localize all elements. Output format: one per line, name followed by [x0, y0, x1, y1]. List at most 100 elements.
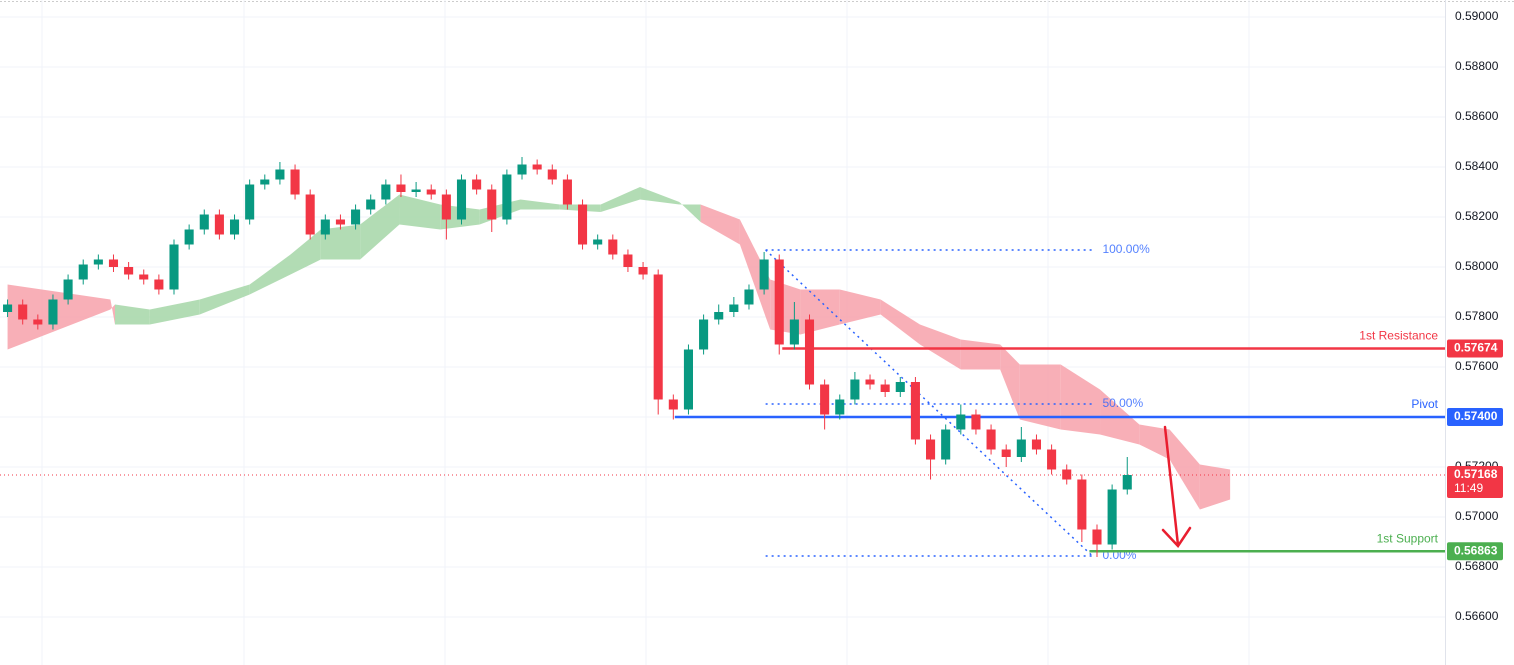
candle-body — [260, 179, 270, 185]
candle-body — [1001, 449, 1011, 457]
candle-body — [411, 189, 421, 192]
cloud-segment — [1199, 464, 1231, 510]
cloud-segment — [149, 299, 200, 325]
candle-body — [154, 279, 164, 290]
price-tag-label: 0.57400 — [1454, 409, 1498, 423]
candle-body — [1107, 489, 1117, 545]
candle-body — [78, 264, 88, 280]
y-tick-label: 0.57000 — [1455, 509, 1499, 523]
cloud-segment — [1139, 424, 1170, 460]
forecast-arrow — [1161, 425, 1192, 549]
fib-label: 50.00% — [1102, 396, 1143, 410]
cloud-segment — [919, 324, 961, 370]
price-tag-label: 0.57674 — [1454, 341, 1498, 355]
cloud-segment — [320, 224, 361, 260]
cloud-segment — [7, 284, 111, 350]
candle-body — [426, 189, 436, 195]
candle-body — [820, 384, 830, 415]
candle-body — [320, 219, 330, 235]
candle-body — [93, 259, 103, 265]
candle-body — [608, 239, 618, 255]
candle-body — [275, 169, 285, 180]
candle-body — [184, 229, 194, 245]
candle-body — [124, 267, 134, 275]
cloud-segment — [880, 299, 920, 345]
candle-body — [638, 267, 648, 275]
vertical-grid — [41, 0, 1250, 665]
candle-body — [472, 179, 482, 190]
candle-body — [351, 209, 361, 225]
y-tick-label: 0.57800 — [1455, 309, 1499, 323]
cloud-segment — [110, 299, 115, 325]
cloud-segment — [360, 194, 400, 260]
candle-body — [562, 179, 572, 205]
cloud-segment — [700, 204, 740, 245]
cloud-segment — [600, 187, 641, 212]
y-tick-label: 0.59000 — [1455, 9, 1499, 23]
level-name: Pivot — [1411, 397, 1438, 411]
cloud-segment — [679, 202, 701, 222]
candle-body — [1062, 469, 1072, 480]
y-tick-label: 0.58000 — [1455, 259, 1499, 273]
cloud-segment — [249, 254, 291, 295]
candle-body — [396, 184, 406, 192]
candle-body — [744, 289, 754, 305]
price-tag — [1447, 339, 1503, 358]
candle-body — [18, 304, 28, 320]
candle-body — [910, 382, 920, 440]
candle-body — [214, 214, 224, 235]
cloud-segment — [640, 187, 680, 205]
price-tag — [1447, 466, 1503, 498]
candle-body — [366, 199, 376, 210]
candle-body — [305, 194, 315, 235]
countdown-label: 11:49 — [1454, 481, 1483, 495]
candle-body — [926, 439, 936, 460]
candle-body — [381, 184, 391, 200]
fib-label: 100.00% — [1102, 242, 1150, 256]
candle-body — [880, 384, 890, 392]
price-tag — [1447, 542, 1503, 561]
y-tick-label: 0.58400 — [1455, 159, 1499, 173]
candle-body — [517, 164, 527, 175]
cloud-segment — [199, 284, 250, 315]
candle-body — [593, 239, 603, 245]
candle-body — [229, 219, 240, 235]
cloud-segment — [739, 219, 771, 330]
candle-body — [3, 304, 13, 312]
y-tick-label: 0.56800 — [1455, 559, 1499, 573]
y-tick-label: 0.58600 — [1455, 109, 1499, 123]
candle-body — [986, 429, 996, 450]
candle-body — [759, 259, 769, 290]
candle-body — [1047, 449, 1057, 470]
y-tick-label: 0.58800 — [1455, 59, 1499, 73]
candle-body — [1077, 479, 1087, 530]
candle-body — [683, 349, 693, 410]
candle-body — [335, 219, 345, 225]
cloud-segment — [1000, 344, 1020, 420]
y-tick-label: 0.57600 — [1455, 359, 1499, 373]
candle-body — [971, 414, 981, 430]
candle-body — [699, 319, 709, 350]
cloud-segment — [1019, 364, 1061, 430]
candle-body — [48, 299, 58, 325]
cloud-segment — [520, 199, 560, 210]
price-tag-label: 0.57168 — [1454, 467, 1498, 481]
candle-body — [33, 319, 43, 325]
candle-body — [804, 319, 815, 385]
fib-trend-line — [765, 249, 1093, 557]
candle-body — [139, 274, 149, 280]
candle-body — [169, 244, 179, 290]
candle-body — [108, 259, 119, 267]
candle-body — [199, 214, 209, 230]
candle-body — [1122, 475, 1132, 490]
candle-body — [63, 279, 73, 300]
candle-body — [653, 274, 663, 400]
candle-body — [774, 259, 784, 345]
candle-body — [941, 429, 951, 460]
candle-body — [623, 254, 633, 267]
candle-body — [850, 379, 860, 400]
candle-body — [956, 414, 966, 430]
candle-body — [456, 179, 467, 220]
candle-body — [865, 379, 875, 385]
